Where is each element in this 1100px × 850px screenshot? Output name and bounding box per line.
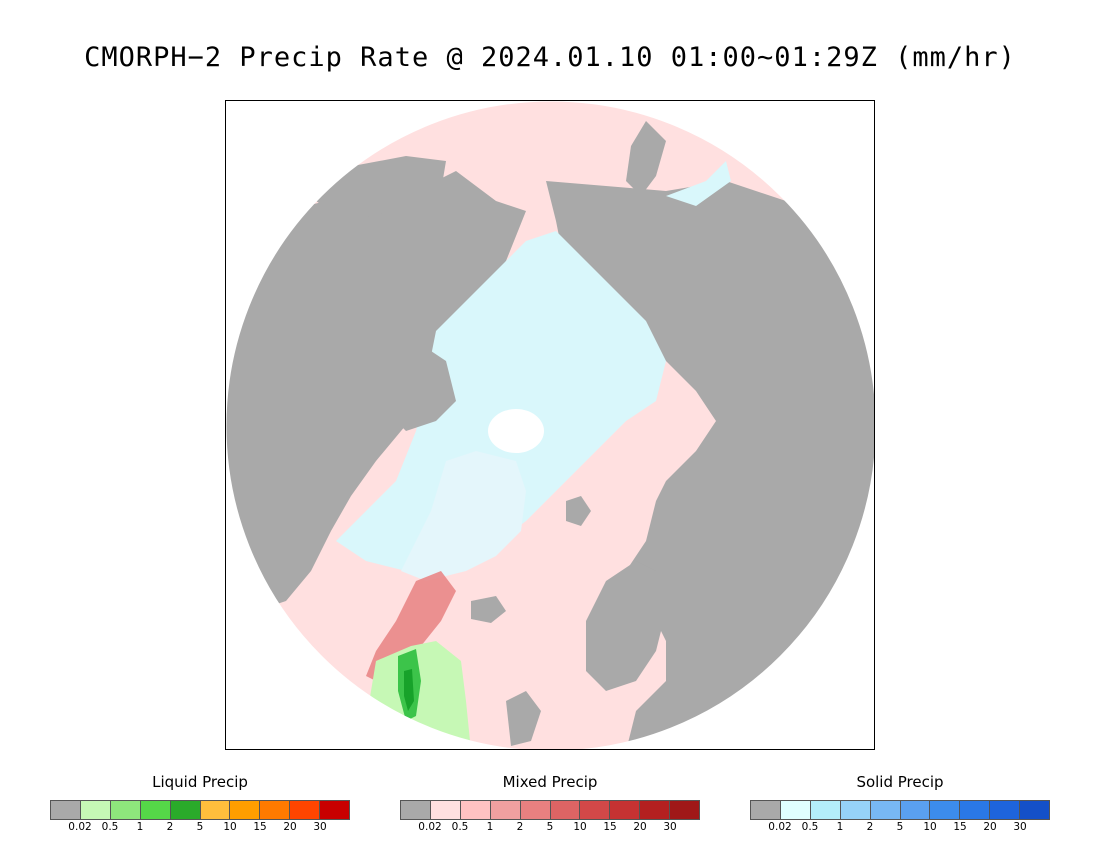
legend-tick-label: 15 xyxy=(603,821,617,833)
legend-swatch xyxy=(140,801,171,819)
svalbard-island xyxy=(566,496,591,526)
legend-swatch xyxy=(460,801,491,819)
legend-tick-label: 2 xyxy=(166,821,174,833)
iceland-island xyxy=(471,596,506,623)
bering-snow-area xyxy=(666,161,731,206)
legend-tick-label: 5 xyxy=(896,821,904,833)
legend-solid-precip: Solid Precip 0.02 0.5 1 2 5 10 15 20 30 xyxy=(750,772,1050,835)
legend-swatch xyxy=(810,801,841,819)
legend-mixed-precip: Mixed Precip 0.02 0.5 1 2 5 10 15 20 30 xyxy=(400,772,700,835)
legend-swatch xyxy=(900,801,931,819)
north-america-landmass xyxy=(226,171,526,621)
legend-colorbar xyxy=(400,800,700,820)
polar-map-canvas xyxy=(226,101,874,749)
legend-colorbar xyxy=(750,800,1050,820)
legend-tick-label: 1 xyxy=(486,821,494,833)
legend-swatch xyxy=(990,801,1021,819)
arctic-snow-area xyxy=(336,231,666,571)
legend-tick-label: 0.5 xyxy=(801,821,819,833)
scandinavia-landmass xyxy=(586,561,666,691)
legend-swatch xyxy=(580,801,611,819)
legend-tick-label: 2 xyxy=(866,821,874,833)
polar-map xyxy=(225,100,875,750)
legend-tick-label: 10 xyxy=(923,821,937,833)
legend-title: Liquid Precip xyxy=(152,773,248,791)
legend-swatch xyxy=(260,801,291,819)
legend-liquid-precip: Liquid Precip 0.02 0.5 1 2 5 10 15 20 30 xyxy=(50,772,350,835)
legend-swatch xyxy=(870,801,901,819)
legend-swatch xyxy=(520,801,551,819)
legend-colorbar xyxy=(50,800,350,820)
greenland-ice-sheet xyxy=(401,451,526,581)
legend-swatch xyxy=(110,801,141,819)
legend-ticks: 0.02 0.5 1 2 5 10 15 20 30 xyxy=(50,821,350,835)
legend-swatch xyxy=(610,801,641,819)
legend-tick-label: 20 xyxy=(983,821,997,833)
legend-tick-label: 5 xyxy=(196,821,204,833)
legend-title: Mixed Precip xyxy=(502,773,598,791)
rain-heavy-area xyxy=(404,669,414,711)
legend-tick-label: 0.5 xyxy=(101,821,119,833)
legend-tick-label: 15 xyxy=(953,821,967,833)
legend-ticks: 0.02 0.5 1 2 5 10 15 20 30 xyxy=(400,821,700,835)
legend-tick-label: 0.02 xyxy=(68,821,92,833)
legend-ticks: 0.02 0.5 1 2 5 10 15 20 30 xyxy=(750,821,1050,835)
legend-tick-label: 20 xyxy=(633,821,647,833)
kamchatka-landmass xyxy=(626,121,666,196)
legend-swatch xyxy=(80,801,111,819)
legend-swatch xyxy=(640,801,671,819)
legend-tick-label: 30 xyxy=(663,821,677,833)
legend-swatch xyxy=(200,801,231,819)
legend-swatch xyxy=(430,801,461,819)
legend-swatch xyxy=(320,801,350,819)
legend-tick-label: 30 xyxy=(313,821,327,833)
legend-title: Solid Precip xyxy=(856,773,944,791)
legend-swatch xyxy=(290,801,321,819)
legend-swatch xyxy=(930,801,961,819)
legend-tick-label: 10 xyxy=(223,821,237,833)
legend-tick-label: 20 xyxy=(283,821,297,833)
legend-swatch xyxy=(51,801,81,819)
legend-tick-label: 10 xyxy=(573,821,587,833)
legend-tick-label: 0.5 xyxy=(451,821,469,833)
legend-tick-label: 1 xyxy=(136,821,144,833)
legend-tick-label: 5 xyxy=(546,821,554,833)
legend-tick-label: 30 xyxy=(1013,821,1027,833)
legend-tick-label: 2 xyxy=(516,821,524,833)
british-isles xyxy=(506,691,541,746)
legend-tick-label: 1 xyxy=(836,821,844,833)
legend-swatch xyxy=(960,801,991,819)
legend-swatch xyxy=(751,801,781,819)
canadian-archipelago xyxy=(376,341,456,431)
legend-swatch xyxy=(670,801,700,819)
chart-title: CMORPH−2 Precip Rate @ 2024.01.10 01:00~… xyxy=(84,42,1016,73)
legend-swatch xyxy=(170,801,201,819)
legend-swatch xyxy=(780,801,811,819)
legend-swatch xyxy=(1020,801,1050,819)
legend-tick-label: 0.02 xyxy=(768,821,792,833)
legend-swatch xyxy=(550,801,581,819)
legend-swatch xyxy=(840,801,871,819)
legend-swatch xyxy=(401,801,431,819)
legend-tick-label: 0.02 xyxy=(418,821,442,833)
legend-swatch xyxy=(490,801,521,819)
legend-tick-label: 15 xyxy=(253,821,267,833)
legend-swatch xyxy=(230,801,261,819)
pole-data-gap xyxy=(488,409,544,453)
